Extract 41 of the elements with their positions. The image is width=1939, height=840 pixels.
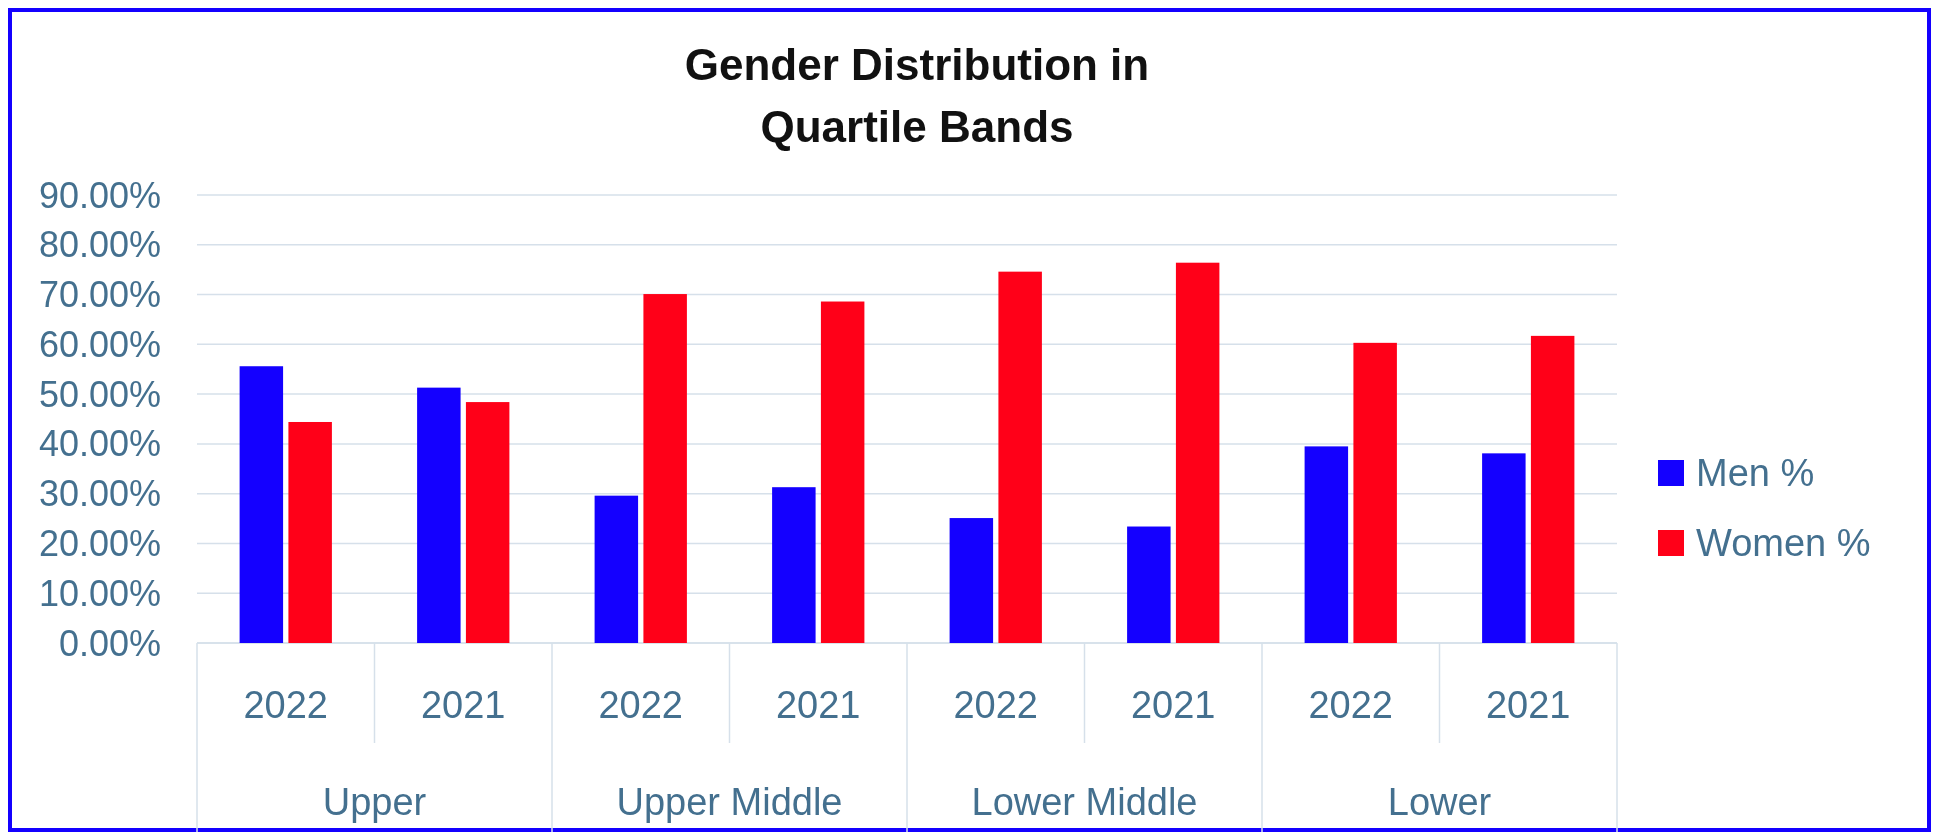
legend-label: Men % [1696,452,1815,495]
y-tick-label: 70.00% [38,274,161,316]
bar [998,271,1042,643]
x-tick-label: 2022 [953,684,1039,726]
bar [1304,446,1349,643]
bar [772,487,816,643]
x-tick-label: 2022 [243,684,329,726]
x-tick-label: 2021 [1485,684,1571,726]
bar [239,366,284,643]
bar [643,294,687,643]
bar [1127,526,1171,643]
bar [288,421,332,643]
x-tick-label: 2021 [420,684,506,726]
bar [949,518,994,643]
bar [594,495,639,643]
text: Lower Middle [971,781,1198,823]
x-tick-label: 2021 [1130,684,1216,726]
bar [1482,453,1526,643]
bar [417,387,461,643]
bar [465,402,510,643]
x-tick-label: 2022 [1308,684,1394,726]
bar [820,301,865,643]
chart-title: Gender Distribution in Quartile Bands [684,40,1150,151]
y-tick-label: 50.00% [38,373,161,415]
y-tick-label: 80.00% [38,224,161,266]
y-tick-label: 60.00% [38,323,161,365]
text: Upper [322,781,427,823]
bar [1175,262,1220,643]
y-tick-label: 0.00% [58,622,161,664]
y-tick-label: 90.00% [38,174,161,216]
x-tick-label: 2022 [598,684,684,726]
y-tick-label: 20.00% [38,523,161,565]
text: Lower [1387,781,1492,823]
y-tick-label: 30.00% [38,473,161,515]
bar [1530,335,1575,643]
x-tick-label: 2021 [775,684,861,726]
bar [1353,342,1397,643]
y-tick-label: 10.00% [38,572,161,614]
text: Upper Middle [616,781,843,823]
y-tick-label: 40.00% [38,423,161,465]
legend-label: Women % [1696,522,1871,565]
